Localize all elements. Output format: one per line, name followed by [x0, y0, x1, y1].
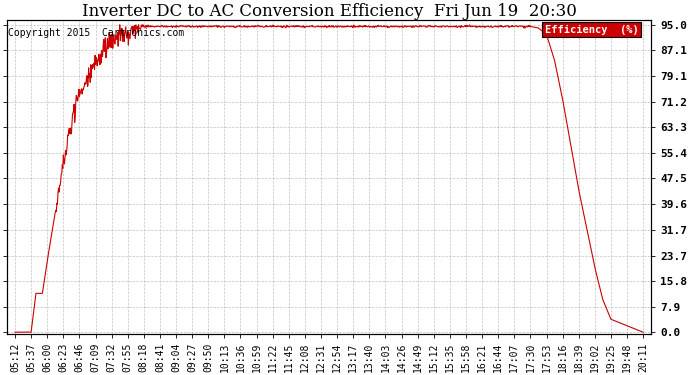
- Title: Inverter DC to AC Conversion Efficiency  Fri Jun 19  20:30: Inverter DC to AC Conversion Efficiency …: [81, 3, 577, 20]
- Text: Efficiency  (%): Efficiency (%): [545, 25, 639, 34]
- Text: Copyright 2015  Cartronics.com: Copyright 2015 Cartronics.com: [8, 28, 184, 38]
